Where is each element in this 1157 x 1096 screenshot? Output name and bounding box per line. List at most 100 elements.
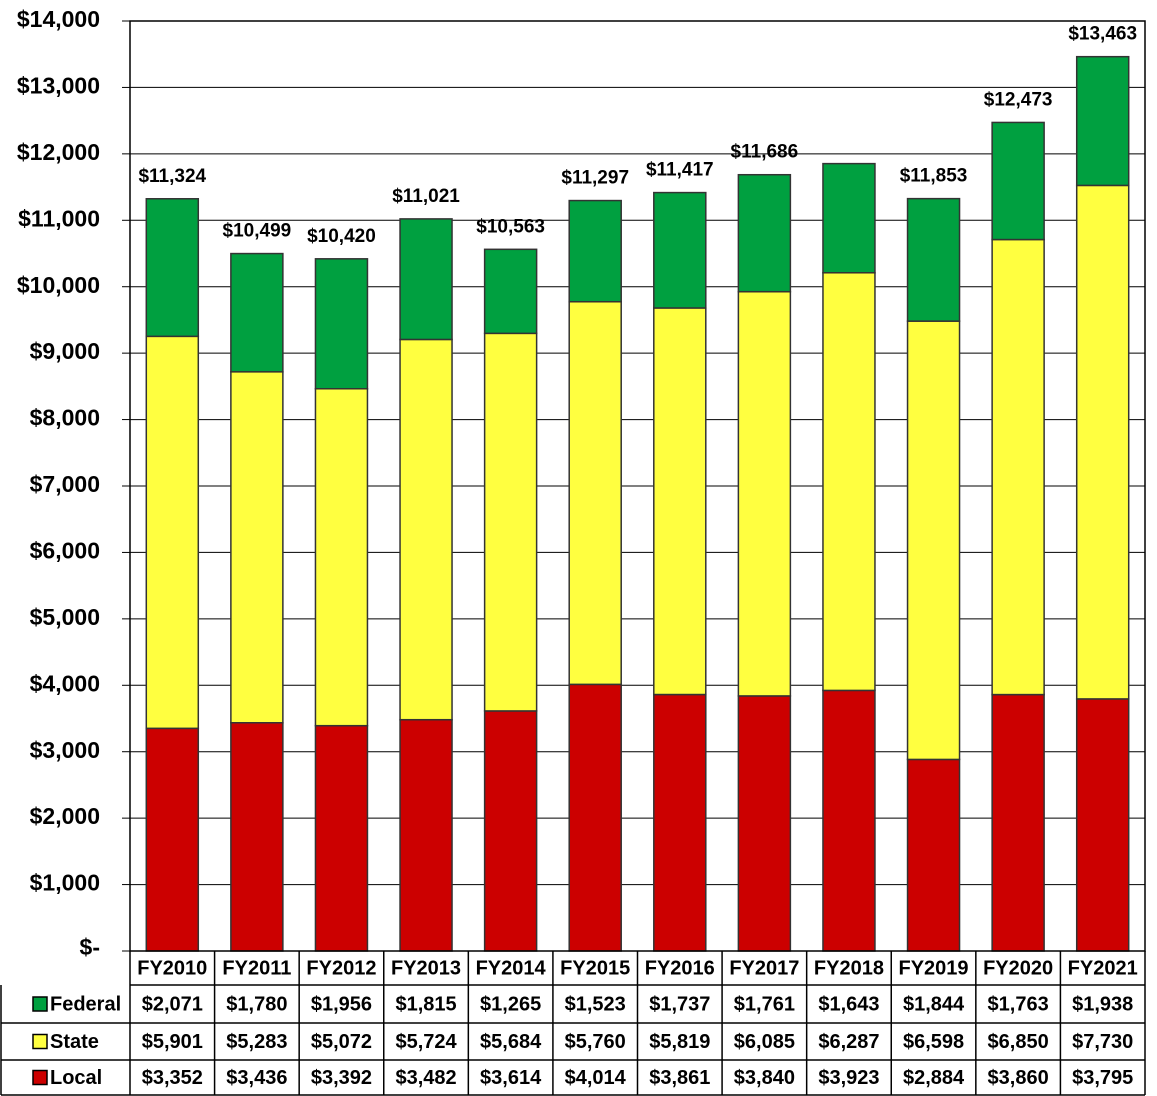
legend-label: Federal xyxy=(50,993,121,1015)
bar-segment xyxy=(653,307,707,696)
legend-label: State xyxy=(50,1031,99,1053)
bar-segment xyxy=(145,335,200,730)
bar-segment xyxy=(483,248,538,335)
table-value: $6,850 xyxy=(988,1031,1049,1053)
legend-label: Local xyxy=(50,1067,102,1089)
bar-segment xyxy=(314,724,369,952)
y-tick-label: $11,000 xyxy=(18,205,100,231)
bar-segment xyxy=(822,272,876,692)
table-value: $1,643 xyxy=(818,993,879,1015)
table-value: $5,283 xyxy=(226,1031,287,1053)
x-tick-label: FY2015 xyxy=(560,957,630,979)
table-value: $1,938 xyxy=(1072,993,1133,1015)
y-tick-label: $- xyxy=(80,934,100,960)
bar-segment xyxy=(568,683,622,952)
bar-segment xyxy=(399,218,453,341)
table-value: $1,815 xyxy=(395,993,456,1015)
x-tick-label: FY2012 xyxy=(306,957,376,979)
bar-segment xyxy=(822,162,876,274)
table-value: $1,761 xyxy=(734,993,795,1015)
y-tick-label: $3,000 xyxy=(30,737,100,763)
table-value: $1,956 xyxy=(311,993,372,1015)
bar-segment xyxy=(991,693,1045,952)
table-value: $5,901 xyxy=(142,1031,203,1053)
bar-segment xyxy=(483,332,538,712)
x-tick-label: FY2018 xyxy=(814,957,884,979)
x-tick-label: FY2019 xyxy=(899,957,969,979)
x-tick-label: FY2021 xyxy=(1068,957,1138,979)
y-tick-label: $2,000 xyxy=(30,803,100,829)
table-value: $1,763 xyxy=(988,993,1049,1015)
table-value: $6,085 xyxy=(734,1031,795,1053)
total-label: $11,324 xyxy=(138,166,206,187)
y-tick-label: $10,000 xyxy=(17,272,100,298)
bar-segment xyxy=(991,121,1045,241)
x-tick-label: FY2011 xyxy=(222,957,291,979)
table-value: $2,071 xyxy=(142,993,203,1015)
bar-segment xyxy=(906,320,961,761)
table-value: $5,684 xyxy=(480,1031,542,1053)
y-tick-label: $7,000 xyxy=(30,471,100,497)
total-label: $11,417 xyxy=(646,160,714,181)
y-tick-label: $13,000 xyxy=(17,73,100,99)
total-label: $10,420 xyxy=(307,226,376,247)
table-value: $6,287 xyxy=(818,1031,879,1053)
total-label: $10,563 xyxy=(476,216,545,237)
bar-segment xyxy=(737,695,792,952)
table-value: $3,482 xyxy=(395,1067,456,1089)
bar-segment xyxy=(906,197,961,322)
bar-segment xyxy=(314,387,369,727)
x-tick-label: FY2013 xyxy=(391,957,461,979)
bar-segment xyxy=(1075,55,1130,187)
bar-segment xyxy=(568,199,622,303)
table-value: $5,072 xyxy=(311,1031,372,1053)
x-tick-label: FY2020 xyxy=(983,957,1053,979)
bar-segment xyxy=(1075,698,1130,952)
bar-segment xyxy=(991,238,1045,696)
y-tick-label: $4,000 xyxy=(30,670,100,696)
table-value: $7,730 xyxy=(1072,1031,1133,1053)
table-value: $3,860 xyxy=(988,1067,1049,1089)
bar-segment xyxy=(737,173,792,293)
table-value: $3,923 xyxy=(818,1067,879,1089)
total-label: $13,463 xyxy=(1068,24,1137,45)
table-value: $1,737 xyxy=(649,993,710,1015)
table-value: $1,844 xyxy=(903,993,965,1015)
table-value: $1,780 xyxy=(226,993,287,1015)
y-tick-label: $8,000 xyxy=(30,405,100,431)
y-tick-label: $6,000 xyxy=(30,538,100,564)
x-tick-label: FY2016 xyxy=(645,957,715,979)
bar-segment xyxy=(399,718,453,952)
x-tick-label: FY2017 xyxy=(729,957,799,979)
bar-segment xyxy=(653,191,707,309)
table-value: $5,760 xyxy=(565,1031,626,1053)
table-value: $3,795 xyxy=(1072,1067,1133,1089)
bar-segment xyxy=(822,689,876,952)
table-value: $2,884 xyxy=(903,1067,965,1089)
bar-segment xyxy=(737,290,792,697)
bar-segment xyxy=(145,198,200,338)
bar-segment xyxy=(230,371,284,724)
total-label: $11,021 xyxy=(392,186,460,207)
legend-swatch xyxy=(32,1033,48,1050)
legend-swatch xyxy=(32,1069,48,1086)
y-tick-label: $12,000 xyxy=(17,139,100,165)
bar-segment xyxy=(483,710,538,952)
table-value: $1,523 xyxy=(565,993,626,1015)
table-value: $6,598 xyxy=(903,1031,964,1053)
y-tick-label: $1,000 xyxy=(30,870,100,896)
total-label: $11,853 xyxy=(900,166,968,187)
total-label: $11,297 xyxy=(561,168,629,189)
total-label: $12,473 xyxy=(984,89,1053,110)
bar-segment xyxy=(906,758,961,952)
bar-segment xyxy=(399,338,453,721)
table-value: $3,436 xyxy=(226,1067,287,1089)
bar-segment xyxy=(145,727,200,952)
x-tick-label: FY2010 xyxy=(137,957,207,979)
total-label: $11,686 xyxy=(731,142,799,163)
y-tick-label: $5,000 xyxy=(30,604,100,630)
bar-segment xyxy=(653,693,707,952)
x-tick-label: FY2014 xyxy=(476,957,547,979)
table-value: $3,861 xyxy=(649,1067,710,1089)
